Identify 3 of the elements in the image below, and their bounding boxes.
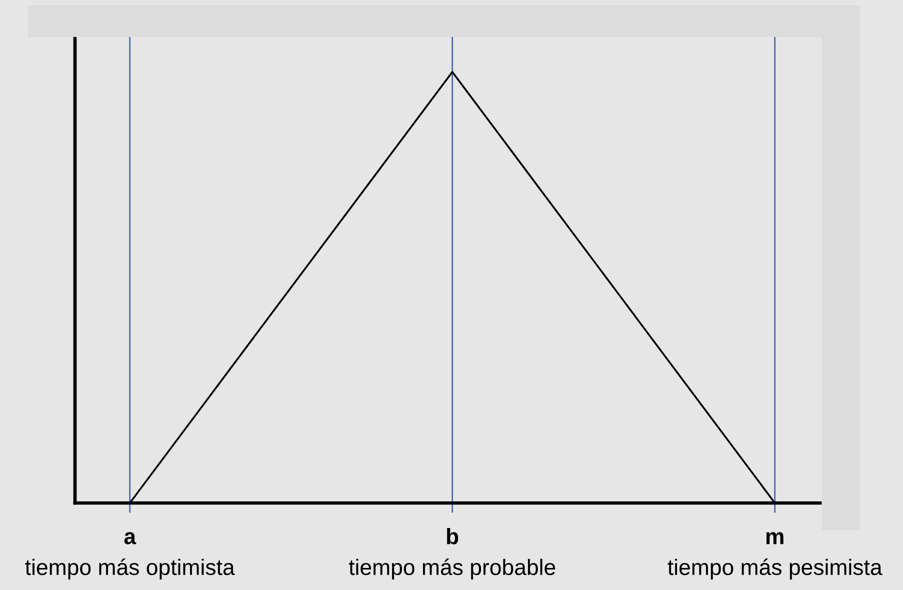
category-label: b tiempo más probable [348,528,556,580]
category-label: m tiempo más pesimista [668,532,882,580]
category-label: a tiempo más optimista [25,532,235,580]
